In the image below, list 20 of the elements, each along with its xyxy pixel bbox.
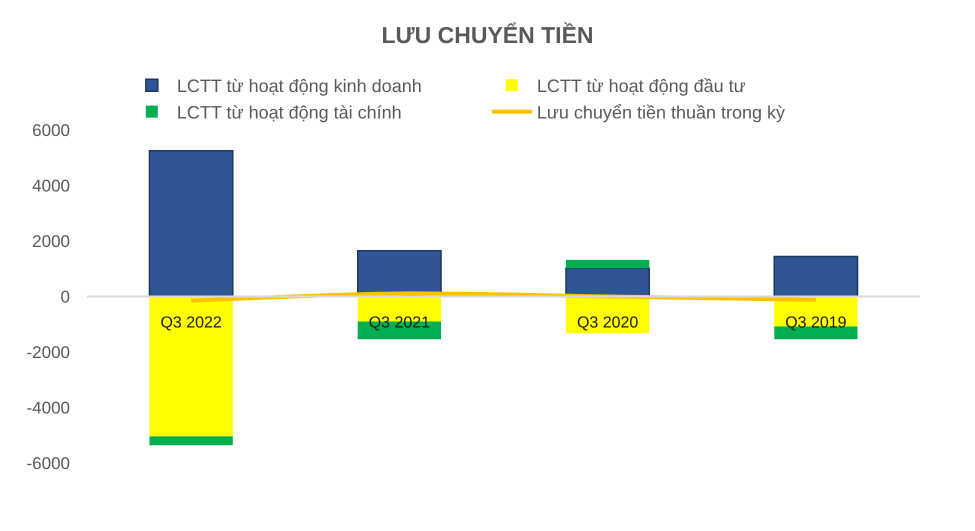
legend-label: LCTT từ hoạt động đầu tư bbox=[536, 76, 746, 96]
bar bbox=[773, 256, 858, 298]
bar bbox=[566, 260, 650, 268]
y-tick-label: 2000 bbox=[32, 232, 70, 251]
y-tick-label: 4000 bbox=[32, 176, 70, 196]
bar bbox=[148, 150, 234, 298]
legend-label: Lưu chuyển tiền thuần trong kỳ bbox=[536, 102, 786, 123]
bar bbox=[149, 296, 233, 436]
bar bbox=[149, 436, 233, 446]
y-tick-label: -4000 bbox=[26, 398, 70, 418]
y-tick-label: 6000 bbox=[32, 120, 70, 140]
legend-label: LCTT từ hoạt động tài chính bbox=[176, 102, 402, 123]
y-tick-label: 0 bbox=[60, 287, 70, 306]
line-series bbox=[189, 291, 818, 303]
y-tick-label: -2000 bbox=[26, 342, 70, 362]
chart-title: LƯU CHUYỂN TIỀN bbox=[381, 22, 594, 48]
x-tick-label: Q3 2022 bbox=[160, 314, 222, 332]
y-tick-label: -6000 bbox=[26, 454, 70, 473]
x-tick-label: Q3 2020 bbox=[576, 314, 638, 332]
legend-label: LCTT từ hoạt động kinh doanh bbox=[176, 76, 422, 96]
